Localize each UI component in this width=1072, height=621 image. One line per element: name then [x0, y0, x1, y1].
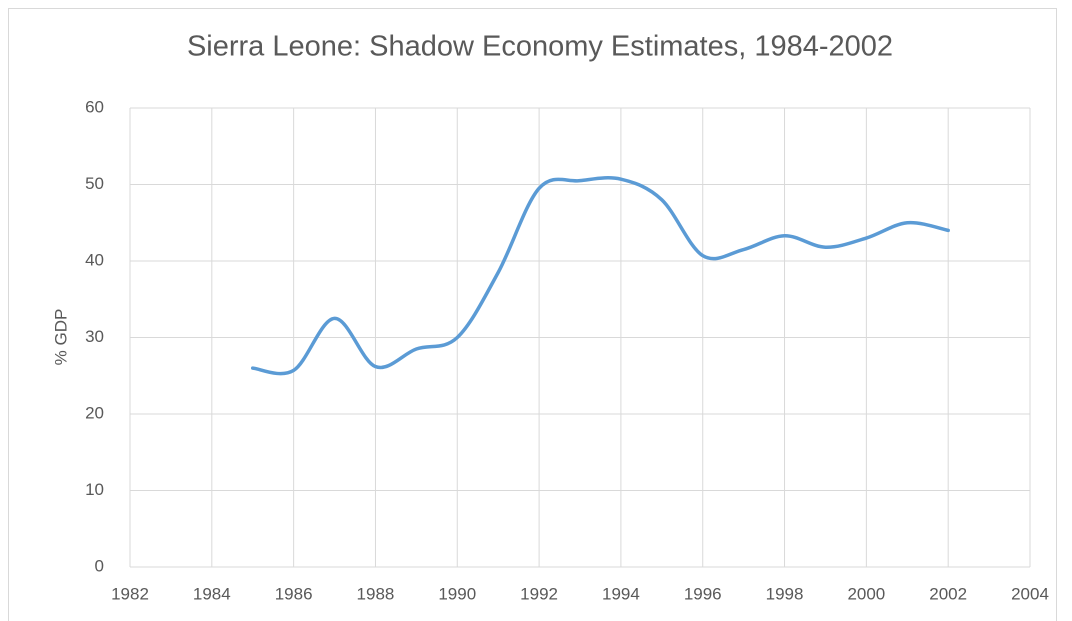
x-tick-label: 1986 — [275, 584, 313, 603]
x-tick-label: 1992 — [520, 584, 558, 603]
x-tick-label: 1982 — [111, 584, 149, 603]
y-axis-label: % GDP — [51, 309, 70, 366]
y-tick-label: 50 — [85, 174, 104, 193]
x-tick-label: 2002 — [929, 584, 967, 603]
data-line — [250, 176, 950, 376]
x-tick-label: 1984 — [193, 584, 231, 603]
x-tick-label: 1996 — [684, 584, 722, 603]
y-tick-label: 0 — [95, 556, 104, 575]
x-tick-label: 1994 — [602, 584, 640, 603]
y-tick-label: 60 — [85, 97, 104, 116]
x-tick-label: 1988 — [357, 584, 395, 603]
y-tick-label: 10 — [85, 480, 104, 499]
y-tick-label: 30 — [85, 327, 104, 346]
x-tick-label: 1990 — [438, 584, 476, 603]
chart-title: Sierra Leone: Shadow Economy Estimates, … — [187, 31, 893, 63]
x-tick-label: 1998 — [766, 584, 804, 603]
x-tick-label: 2004 — [1011, 584, 1049, 603]
x-tick-label: 2000 — [847, 584, 885, 603]
y-tick-label: 20 — [85, 403, 104, 422]
chart-frame — [8, 8, 1057, 621]
y-tick-label: 40 — [85, 250, 104, 269]
